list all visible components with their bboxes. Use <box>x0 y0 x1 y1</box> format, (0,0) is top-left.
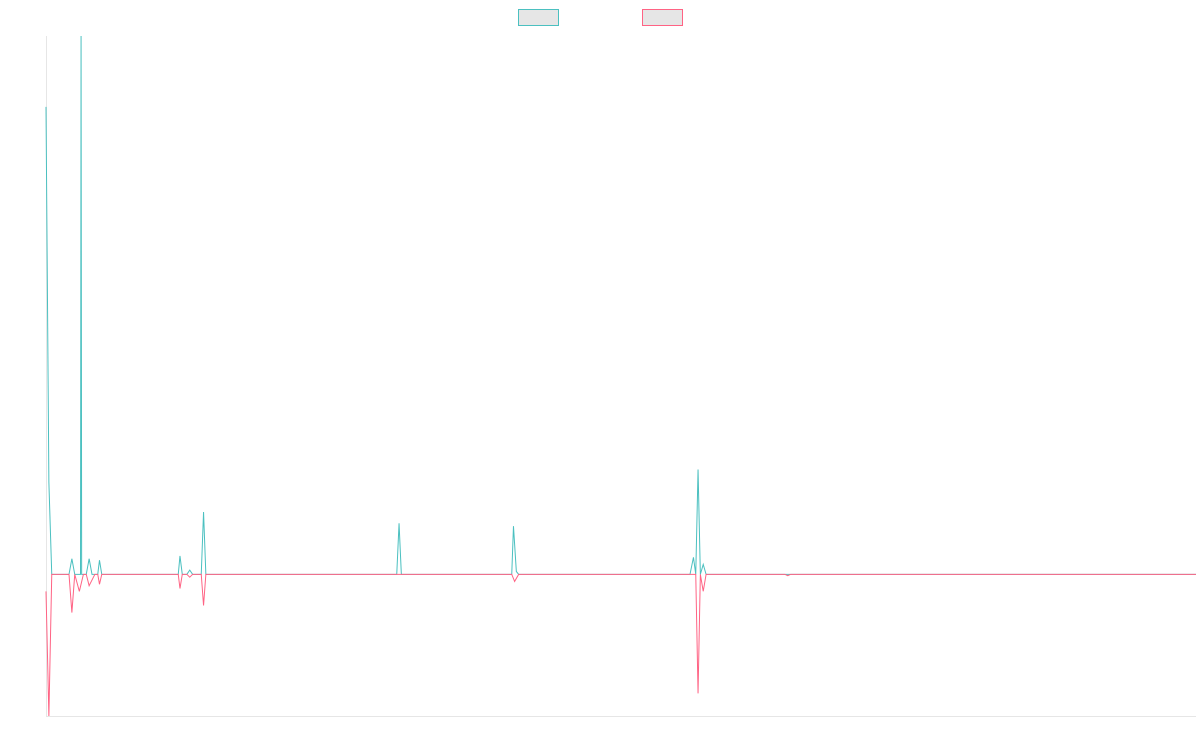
legend-item-1[interactable] <box>518 9 559 26</box>
series-layer <box>45 35 1196 717</box>
legend-swatch-1 <box>518 9 559 26</box>
series-1 <box>45 35 1196 575</box>
legend-swatch-2 <box>642 9 683 26</box>
legend-item-2[interactable] <box>642 9 683 26</box>
series-2 <box>45 573 1196 717</box>
series-line-2 <box>45 573 1196 717</box>
series-line-1 <box>45 35 1196 575</box>
legend <box>518 9 683 26</box>
